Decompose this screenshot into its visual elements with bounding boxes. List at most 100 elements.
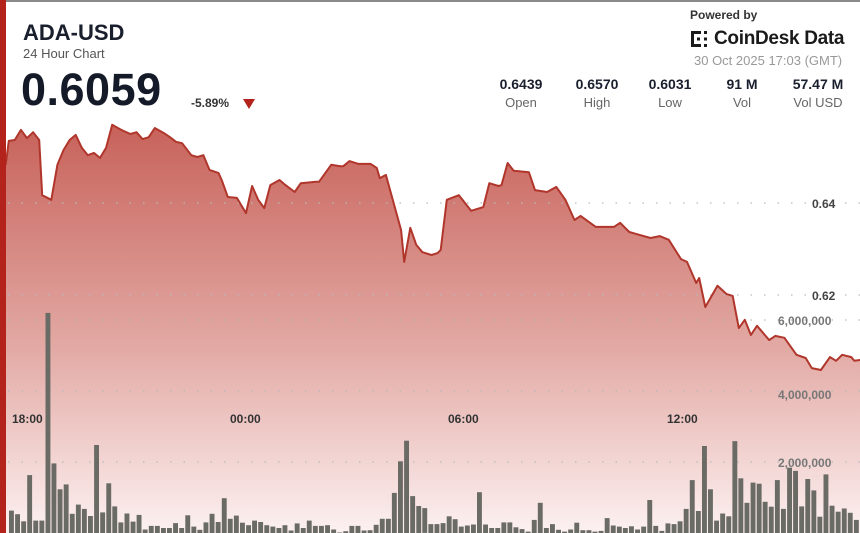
timestamp: 30 Oct 2025 17:03 (GMT) [694,53,843,68]
volume-tick-label: 6,000,000 [778,314,832,328]
volume-bar [9,510,14,533]
volume-bar [264,525,270,533]
volume-bar [88,516,93,533]
volume-bar [45,312,51,533]
volume-bar [501,522,507,533]
stat-value: 91 M [726,76,758,92]
stat-vol-usd: 57.47 M Vol USD [778,76,858,110]
volume-bar [483,524,488,533]
volume-bar [197,529,203,533]
volume-bar [641,526,647,533]
volume-bar [440,523,446,533]
volume-bar [398,461,403,533]
volume-bar [355,525,361,533]
volume-bar [203,522,209,533]
volume-bar [811,490,817,533]
volume-bar [726,516,732,533]
stat-label: Vol USD [793,95,843,110]
accent-bar [0,0,6,533]
brand-name: CoinDesk Data [714,28,845,49]
coindesk-logo: CoinDesk Data [690,28,845,50]
volume-bar [586,530,592,533]
volume-bar [568,529,574,533]
volume-bar [635,529,640,533]
volume-bar [191,526,197,533]
volume-bar [531,519,537,533]
stat-value: 0.6439 [499,76,543,92]
volume-bar [385,518,391,533]
top-border [0,0,860,2]
volume-bar [714,520,719,533]
volume-bar [161,528,166,533]
volume-bar [677,521,683,533]
volume-bar [471,524,476,533]
volume-bar [622,528,628,533]
volume-bar [708,489,713,533]
volume-bar [774,480,780,533]
volume-bar [51,463,57,533]
volume-bar [781,508,786,533]
volume-bar [294,523,300,533]
volume-bar [100,512,106,533]
volume-bar [805,479,811,533]
volume-bar [118,522,124,533]
volume-bar [841,508,847,533]
volume-bar [81,508,87,533]
volume-bar [57,489,63,533]
volume-bar [233,515,239,533]
volume-bar [410,496,416,533]
coindesk-logo-icon [691,31,707,47]
price-tick-label: 0.62 [812,289,836,303]
volume-bar [756,483,762,533]
volume-bar [94,445,99,533]
volume-bar [154,525,160,533]
volume-bar [495,528,501,533]
volume-bar [847,512,853,533]
volume-bar [702,446,707,533]
volume-bar [647,500,653,533]
volume-bar [282,525,288,533]
symbol-title: ADA-USD [23,20,125,45]
volume-bar [477,492,482,533]
price-change: -5.89% [191,96,230,110]
volume-bar [853,519,859,533]
volume-bar [300,528,306,533]
volume-bar [367,530,373,533]
powered-by: Powered by [690,8,758,22]
volume-bar [616,526,622,533]
volume-bar [592,531,598,533]
volume-bar [173,523,178,533]
volume-bar [331,529,337,533]
volume-bar [695,511,701,533]
volume-bar [276,528,282,533]
stat-value: 57.47 M [792,76,844,92]
volume-bar [787,467,792,533]
volume-tick-label: 2,000,000 [778,456,832,470]
volume-bar [416,506,422,533]
volume-bar [768,506,774,533]
volume-bar [519,529,525,533]
volume-bar [221,498,227,533]
volume-bar [817,516,823,533]
volume-bar [689,480,695,533]
stat-label: High [583,95,611,110]
price-line [4,123,860,371]
stat-label: Low [658,95,682,110]
stat-open: 0.6439 Open [481,76,561,110]
volume-bar [489,528,495,533]
current-price: 0.6059 [21,64,162,115]
price-tick-label: 0.64 [812,197,836,211]
volume-bar [793,470,798,533]
volume-bar [391,492,397,533]
time-tick-label: 00:00 [230,412,261,426]
volume-bar [543,528,549,533]
volume-bar [829,505,835,533]
volume-bar [610,525,616,533]
volume-bar [452,519,458,533]
volume-bar [458,526,464,533]
volume-tick-label: 4,000,000 [778,388,832,402]
volume-bar [258,522,264,533]
stat-value: 0.6031 [648,76,692,92]
volume-bar [319,525,324,533]
